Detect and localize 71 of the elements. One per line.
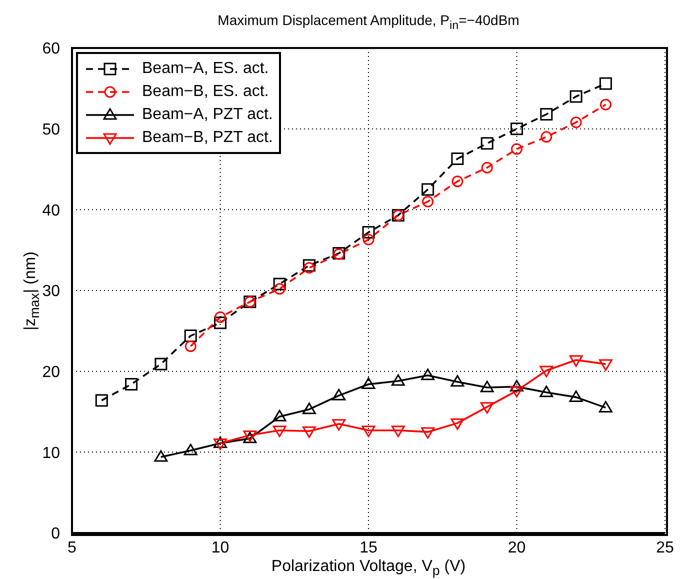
point <box>184 340 196 352</box>
point <box>450 375 464 387</box>
point <box>598 359 612 371</box>
point <box>273 278 286 290</box>
y-tick-label: 10 <box>42 444 60 462</box>
point <box>481 162 493 174</box>
x-tick-label: 15 <box>360 539 378 556</box>
point <box>570 116 582 128</box>
point <box>422 183 434 196</box>
point <box>480 137 494 150</box>
point <box>272 426 286 438</box>
x-tick-label: 25 <box>656 539 674 556</box>
point <box>421 368 435 380</box>
y-tick-label: 40 <box>42 202 60 220</box>
legend-label: Beam−A, PZT act. <box>142 106 273 124</box>
point <box>362 226 375 239</box>
point <box>510 386 524 398</box>
point <box>154 450 168 462</box>
point <box>362 378 376 390</box>
point <box>332 388 346 400</box>
point <box>450 418 464 430</box>
point <box>362 426 376 438</box>
point <box>451 152 464 165</box>
point <box>598 400 612 412</box>
point <box>125 378 138 391</box>
point <box>95 394 108 407</box>
point <box>540 366 554 378</box>
chart-title: Maximum Displacement Amplitude, P$_{in}$=−40dBm <box>216 12 520 32</box>
point <box>272 410 286 422</box>
y-tick-label: 20 <box>42 364 60 382</box>
point <box>214 316 226 330</box>
point <box>570 90 582 103</box>
point <box>391 374 405 386</box>
point <box>302 402 316 414</box>
point <box>510 380 524 392</box>
point <box>332 419 346 431</box>
x-tick-label: 5 <box>68 539 77 556</box>
point <box>184 444 198 456</box>
y-tick-label: 0 <box>51 526 60 543</box>
point <box>154 358 168 370</box>
legend-label: Beam−B, PZT act. <box>142 128 273 146</box>
legend-label: Beam−B, ES. act. <box>142 82 269 100</box>
point <box>480 402 494 414</box>
point <box>184 330 197 342</box>
x-axis-title: Polarization Voltage, V$_{p}$ (V) <box>270 558 467 578</box>
point <box>391 426 405 438</box>
point <box>303 262 315 274</box>
point <box>302 426 316 438</box>
point <box>540 131 552 143</box>
legend-label: Beam−A, ES. act. <box>142 60 269 78</box>
point <box>540 386 554 398</box>
point <box>452 176 464 188</box>
point <box>214 311 226 323</box>
point <box>362 234 374 246</box>
point <box>510 122 523 136</box>
y-tick-label: 50 <box>42 122 60 139</box>
point <box>569 355 583 367</box>
point <box>569 390 583 402</box>
point <box>511 143 522 155</box>
x-tick-label: 10 <box>211 539 230 556</box>
point <box>480 380 494 392</box>
point <box>540 108 553 121</box>
point <box>600 98 612 110</box>
point <box>422 196 434 208</box>
y-tick-label: 30 <box>42 283 60 300</box>
point <box>302 259 316 272</box>
point <box>421 427 435 439</box>
y-tick-label: 60 <box>42 40 60 58</box>
x-tick-label: 20 <box>508 539 526 556</box>
point <box>274 283 286 295</box>
point <box>599 77 612 90</box>
